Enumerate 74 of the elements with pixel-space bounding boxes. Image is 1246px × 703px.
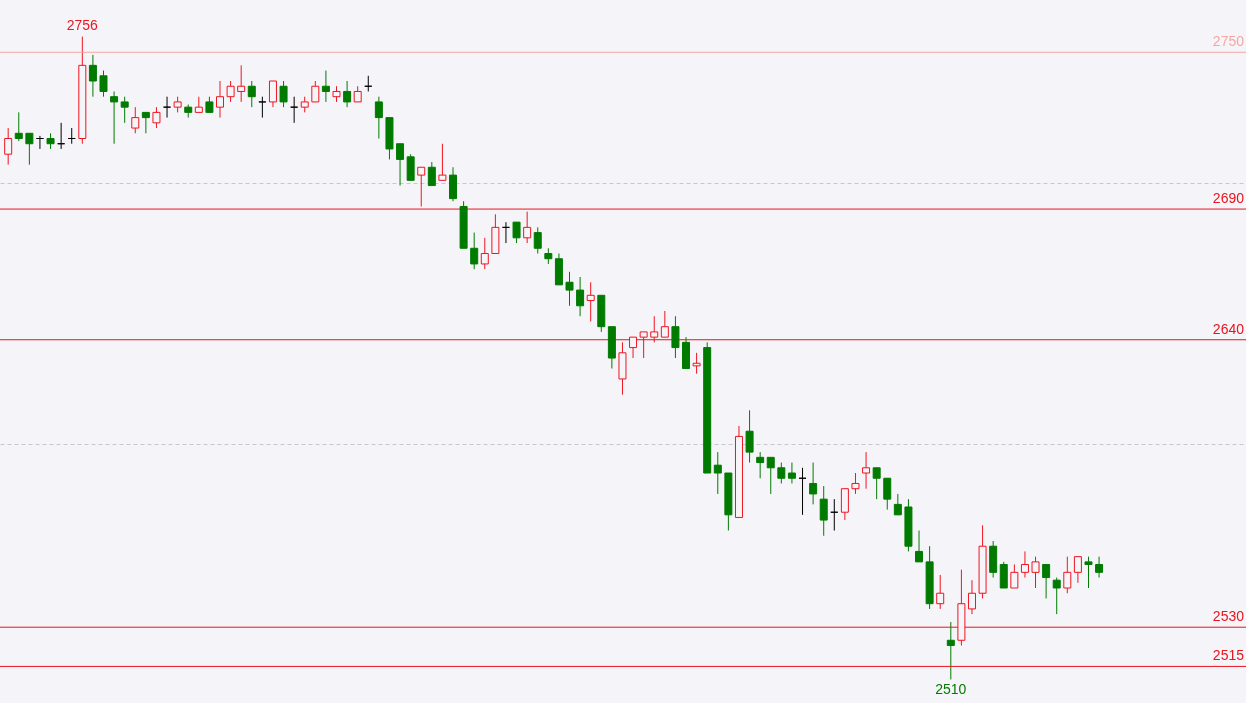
candlestick xyxy=(417,166,426,207)
annotation: 2510 xyxy=(935,681,967,698)
candlestick xyxy=(1052,577,1061,615)
candlestick xyxy=(374,96,383,140)
ref-line-label: 2750 xyxy=(1212,33,1245,50)
candlestick xyxy=(268,80,277,108)
candlestick xyxy=(692,352,701,375)
candlestick xyxy=(851,472,860,495)
candlestick xyxy=(840,488,849,521)
candlestick xyxy=(576,276,585,317)
candlestick xyxy=(862,451,871,490)
candlestick xyxy=(999,561,1008,589)
candlestick xyxy=(438,143,447,181)
candlestick xyxy=(321,70,330,103)
candlestick xyxy=(893,493,902,516)
candlestick xyxy=(4,127,13,166)
candlestick xyxy=(470,232,479,270)
candlestick xyxy=(1010,563,1019,589)
candlestick xyxy=(25,132,34,166)
candlestick xyxy=(565,271,574,307)
candlestick xyxy=(872,467,881,500)
candlestick xyxy=(237,64,246,103)
candlestick xyxy=(809,462,818,505)
candlestick xyxy=(756,451,765,479)
candlestick xyxy=(449,166,458,202)
candlestick xyxy=(480,237,489,270)
candlestick xyxy=(290,96,299,124)
candlestick xyxy=(512,221,521,244)
candlestick xyxy=(396,143,405,187)
candlestick xyxy=(1095,556,1104,579)
candlestick xyxy=(14,111,23,142)
candlestick xyxy=(819,485,828,537)
candlestick xyxy=(713,451,722,495)
candlestick xyxy=(258,96,267,119)
candlestick xyxy=(766,456,775,495)
candlestick xyxy=(1063,556,1072,594)
candlestick xyxy=(120,96,129,124)
candlestick xyxy=(1031,556,1040,589)
candlestick xyxy=(343,80,352,108)
candlestick xyxy=(1084,556,1093,589)
candlestick xyxy=(967,579,976,615)
candlestick xyxy=(936,574,945,610)
candlestick xyxy=(131,106,140,134)
candlestick xyxy=(883,477,892,511)
candlestick xyxy=(216,80,224,119)
ref-line-label: 2515 xyxy=(1212,647,1245,664)
candlestick xyxy=(163,96,172,119)
candlestick xyxy=(88,54,97,98)
candlestick xyxy=(1073,556,1082,584)
candlestick xyxy=(311,80,320,103)
ref-line-label: 2530 xyxy=(1212,608,1245,625)
candlestick xyxy=(671,315,680,359)
candlestick xyxy=(247,80,256,108)
candlestick xyxy=(586,281,595,322)
ref-line-label: 2690 xyxy=(1212,190,1245,207)
candlestick xyxy=(787,462,796,484)
candlestick xyxy=(946,621,955,680)
candlestick xyxy=(1042,563,1051,599)
candlestick xyxy=(777,462,786,484)
candlestick xyxy=(523,211,532,244)
annotation: 2756 xyxy=(66,16,99,33)
candlestick xyxy=(1020,550,1029,579)
candlestick xyxy=(99,70,108,98)
candlestick xyxy=(152,106,161,129)
candlestick xyxy=(745,409,754,464)
candlestick xyxy=(279,80,288,108)
ref-line-label: 2640 xyxy=(1212,320,1245,337)
candlestick xyxy=(533,226,542,254)
candlestick xyxy=(226,80,235,103)
candlestick xyxy=(406,153,415,181)
candlestick xyxy=(915,530,924,563)
candlestick xyxy=(110,90,119,145)
candlestick xyxy=(427,161,436,187)
candlestick xyxy=(141,111,150,134)
